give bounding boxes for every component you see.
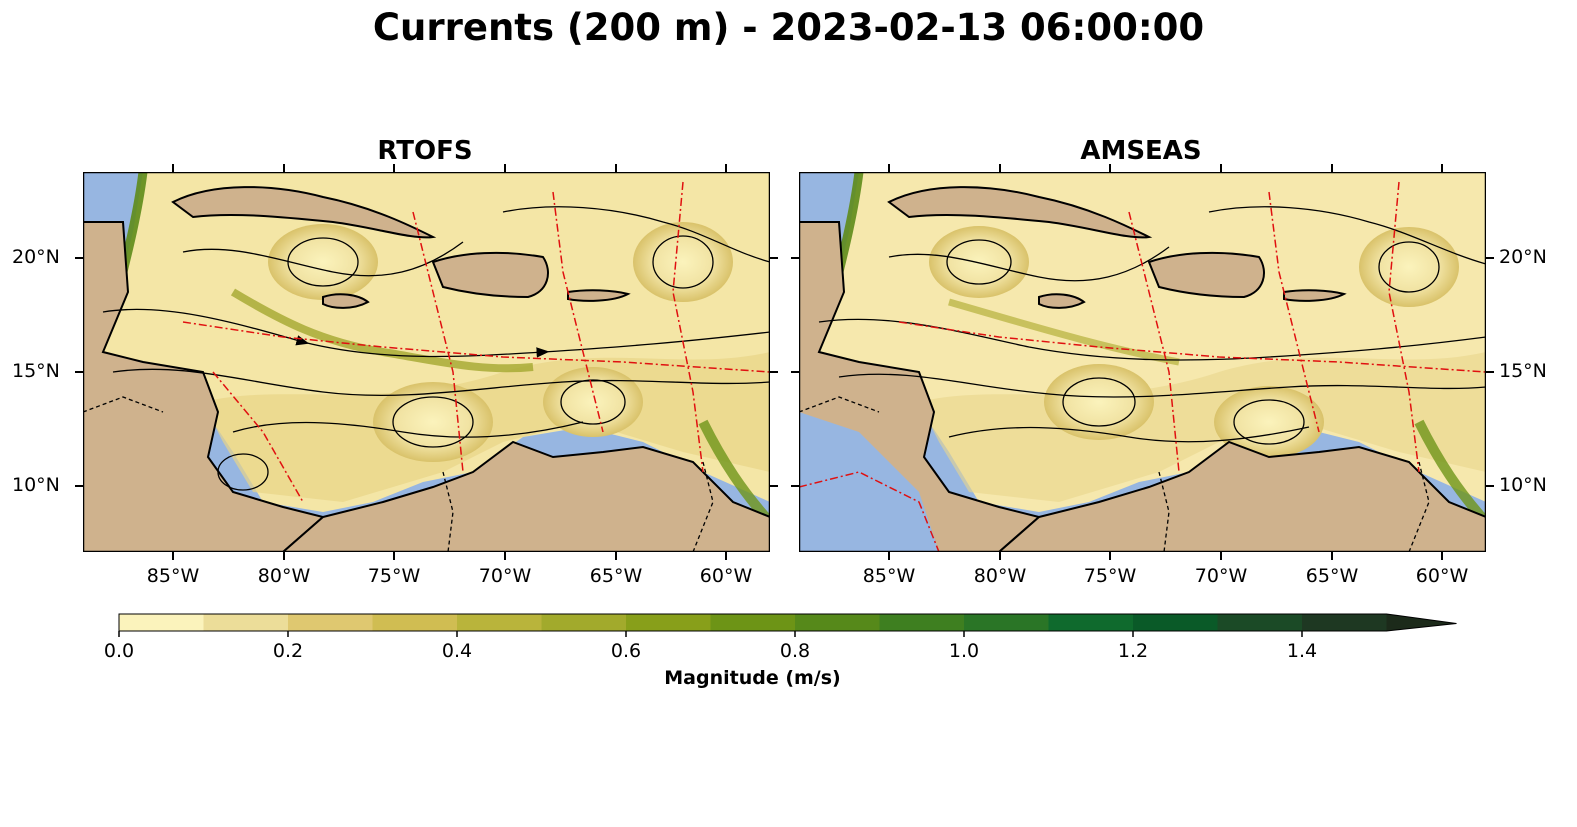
lon-label: 85°W: [146, 565, 200, 587]
colorbar-tick-label: 1.0: [948, 640, 980, 662]
streamlines: [102, 206, 770, 491]
jamaica-landmass: [1038, 293, 1086, 309]
colorbar-segment: [1048, 614, 1134, 631]
lat-label-left: 20°N: [12, 246, 60, 268]
lon-label: 80°W: [257, 565, 311, 587]
eez-boundaries: [182, 181, 770, 503]
lon-label: 65°W: [589, 565, 643, 587]
pacific-ocean: [799, 412, 939, 552]
country-borders: [799, 396, 1430, 552]
lat-label-left: 15°N: [12, 360, 60, 382]
eez-boundaries: [799, 181, 1486, 552]
colorbar-segment: [288, 614, 373, 631]
colorbar-tick-label: 0.4: [441, 640, 473, 662]
eddy: [633, 222, 733, 302]
eddy: [1359, 227, 1459, 307]
eddy: [373, 382, 493, 462]
figure-title: Currents (200 m) - 2023-02-13 06:00:00: [372, 6, 1205, 49]
hispaniola-landmass: [1147, 251, 1265, 299]
colorbar: [118, 613, 1457, 637]
lon-label: 80°W: [973, 565, 1027, 587]
eddy: [1214, 386, 1324, 458]
country-borders: [83, 396, 714, 552]
eddy: [929, 226, 1029, 298]
colorbar-segment: [1302, 614, 1387, 631]
jet-core: [698, 419, 770, 526]
colorbar-segment: [710, 614, 796, 631]
colorbar-segment: [203, 614, 289, 631]
rtofs-panel-title: RTOFS: [377, 136, 473, 166]
lon-label: 70°W: [478, 565, 532, 587]
south-america-landmass: [997, 440, 1486, 552]
colorbar-outline: [118, 613, 1457, 632]
lat-label-right: 15°N: [1499, 360, 1547, 382]
eddy: [1044, 364, 1154, 440]
lon-label: 70°W: [1194, 565, 1248, 587]
amseas-map: [799, 172, 1486, 552]
lon-label: 75°W: [1083, 565, 1137, 587]
colorbar-segment: [879, 614, 965, 631]
lat-label-left: 10°N: [12, 474, 60, 496]
current-field-shading: [919, 352, 1486, 502]
colorbar-segment: [541, 614, 627, 631]
colorbar-tick-label: 0.0: [103, 640, 135, 662]
eddy: [268, 224, 378, 300]
jamaica-landmass: [322, 293, 370, 309]
colorbar-segment: [457, 614, 542, 631]
colorbar-label: Magnitude (m/s): [664, 667, 841, 689]
map-frame: [799, 172, 1486, 552]
lon-label: 60°W: [1415, 565, 1469, 587]
rtofs-map: [83, 172, 770, 552]
colorbar-tick-label: 0.6: [610, 640, 642, 662]
colorbar-segment: [119, 614, 204, 631]
colorbar-segment: [1133, 614, 1218, 631]
colorbar-tick-label: 0.8: [779, 640, 811, 662]
colorbar-segment: [372, 614, 458, 631]
lon-label: 75°W: [367, 565, 421, 587]
lon-label: 85°W: [862, 565, 916, 587]
colorbar-segment: [795, 614, 880, 631]
cuba-landmass: [171, 186, 437, 239]
colorbar-extend-arrow: [1386, 614, 1457, 631]
puerto-rico-landmass: [1283, 289, 1347, 302]
south-america-landmass: [281, 440, 770, 552]
map-frame: [83, 172, 770, 552]
puerto-rico-landmass: [567, 289, 631, 302]
hispaniola-landmass: [431, 251, 549, 299]
colorbar-segment: [1217, 614, 1303, 631]
lon-label: 65°W: [1305, 565, 1359, 587]
eddy: [543, 367, 643, 437]
colorbar-segment: [964, 614, 1049, 631]
streamlines: [818, 206, 1486, 445]
amseas-panel-title: AMSEAS: [1080, 136, 1202, 166]
colorbar-tick-label: 1.2: [1117, 640, 1149, 662]
lat-label-right: 10°N: [1499, 474, 1547, 496]
lon-label: 60°W: [699, 565, 753, 587]
jet-core: [948, 298, 1180, 366]
colorbar-segment: [626, 614, 711, 631]
colorbar-tick-label: 1.4: [1286, 640, 1318, 662]
colorbar-tick-label: 0.2: [272, 640, 304, 662]
lat-label-right: 20°N: [1499, 246, 1547, 268]
cuba-landmass: [887, 186, 1153, 239]
jet-core: [1414, 419, 1486, 526]
